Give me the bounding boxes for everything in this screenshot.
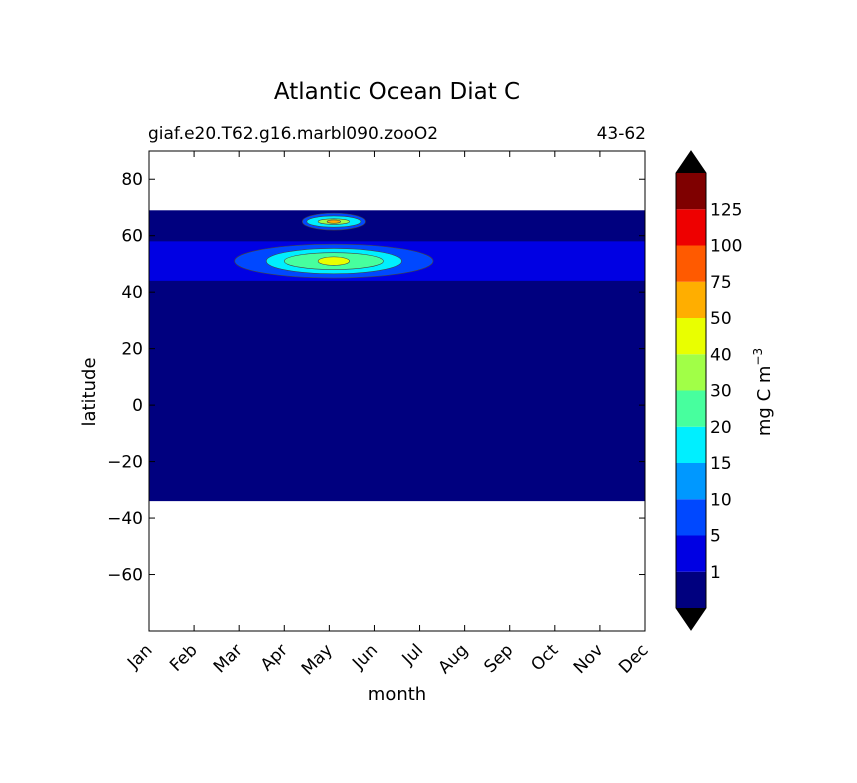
y-tick-label: −20	[107, 453, 143, 473]
colorbar-segment	[676, 318, 706, 355]
x-tick-label: Jan	[123, 640, 156, 673]
chart-subtitle-right: 43-62	[597, 124, 646, 144]
colorbar-tick-label: 1	[710, 563, 721, 583]
x-axis-label: month	[368, 684, 426, 705]
colorbar-tick-label: 100	[710, 237, 742, 257]
colorbar-segment	[676, 463, 706, 500]
y-tick-label: 20	[121, 340, 143, 360]
y-tick-label: 60	[121, 227, 143, 247]
colorbar-tick-label: 15	[710, 454, 732, 474]
contour-field	[149, 210, 645, 502]
x-tick-label: Nov	[570, 640, 608, 678]
colorbar-segment	[676, 390, 706, 427]
x-tick-label: May	[298, 640, 337, 679]
y-axis-label: latitude	[79, 357, 100, 426]
x-tick-label: Jul	[398, 640, 427, 669]
chart-subtitle-left: giaf.e20.T62.g16.marbl090.zooO2	[148, 124, 438, 144]
colorbar-outline	[675, 150, 707, 631]
x-tick-label: Apr	[257, 640, 292, 675]
y-tick-label: −40	[107, 509, 143, 529]
colorbar-tick-label: 5	[710, 527, 721, 547]
colorbar-segment	[676, 245, 706, 282]
y-tick-label: 80	[121, 170, 143, 190]
colorbar-tick-label: 75	[710, 273, 732, 293]
colorbar-tick-label: 40	[710, 345, 732, 365]
colorbar-segment	[676, 535, 706, 572]
colorbar-tick-label: 30	[710, 382, 732, 402]
colorbar-tick-label: 125	[710, 200, 742, 220]
plot-frame	[148, 150, 646, 632]
y-tick-label: −60	[107, 566, 143, 586]
colorbar-tick-label: 50	[710, 309, 732, 329]
x-tick-label: Oct	[527, 640, 562, 675]
colorbar-extend-min	[676, 608, 706, 630]
chart-title: Atlantic Ocean Diat C	[274, 79, 520, 105]
colorbar-segment	[676, 354, 706, 391]
y-tick-label: 40	[121, 283, 143, 303]
colorbar-tick-label: 20	[710, 418, 732, 438]
x-tick-label: Mar	[210, 640, 247, 677]
colorbar-tick-label: 10	[710, 490, 732, 510]
colorbar-segment	[676, 426, 706, 463]
contour-level	[317, 256, 350, 266]
colorbar-segment	[676, 281, 706, 318]
y-axis: 80 60 40 20 0 −20 −40 −60	[107, 170, 645, 586]
colorbar-segment	[676, 499, 706, 536]
colorbar-segment	[676, 571, 706, 608]
plot-area	[149, 210, 645, 502]
contour-level	[326, 219, 341, 224]
colorbar-segment	[676, 209, 706, 246]
x-tick-label: Jun	[348, 640, 382, 674]
x-tick-label: Sep	[480, 640, 517, 677]
x-tick-label: Aug	[435, 640, 473, 678]
colorbar-segment	[676, 173, 706, 210]
colorbar-label: mg C m−3	[751, 348, 775, 436]
x-tick-label: Feb	[166, 640, 201, 675]
y-tick-label: 0	[132, 396, 143, 416]
x-tick-label: Dec	[615, 640, 652, 677]
colorbar-extend-max	[676, 151, 706, 173]
